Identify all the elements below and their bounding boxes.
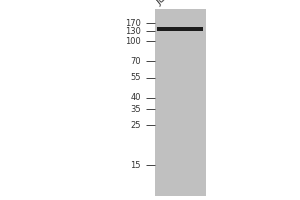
Text: 25: 25 xyxy=(130,120,141,130)
Text: 130: 130 xyxy=(125,26,141,36)
Text: Jurkat: Jurkat xyxy=(154,0,182,7)
Text: 15: 15 xyxy=(130,160,141,170)
Text: 100: 100 xyxy=(125,36,141,46)
Bar xyxy=(157,27,203,31)
Bar xyxy=(154,9,206,196)
Text: 35: 35 xyxy=(130,104,141,114)
Text: 170: 170 xyxy=(125,19,141,27)
Text: 70: 70 xyxy=(130,56,141,66)
Text: 40: 40 xyxy=(130,94,141,102)
Text: 55: 55 xyxy=(130,73,141,82)
